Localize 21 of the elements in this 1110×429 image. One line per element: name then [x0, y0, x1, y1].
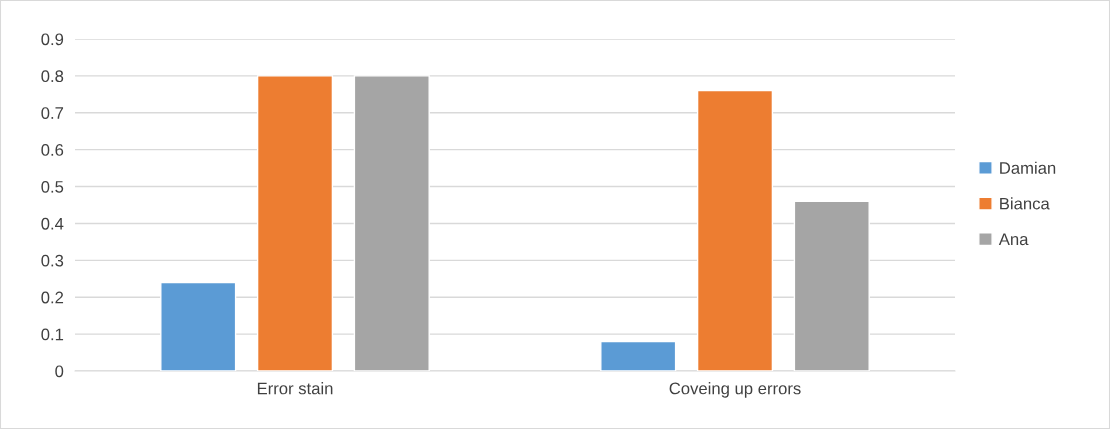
y-tick-label: 0.7	[41, 107, 64, 119]
y-tick-label: 0.1	[41, 328, 64, 341]
y-tick-label: 0.5	[41, 180, 64, 193]
legend-label: Damian	[1000, 161, 1056, 174]
legend-label: Bianca	[1000, 197, 1050, 210]
bar	[256, 75, 334, 371]
y-tick-label: 0.2	[41, 291, 64, 304]
y-tick-label: 0.8	[41, 70, 64, 83]
y-tick-label: 0.3	[41, 254, 64, 267]
y-tick-label: 0.9	[41, 33, 64, 46]
legend-label: Ana	[998, 233, 1029, 246]
y-tick-label: 0.6	[41, 144, 64, 156]
x-tick-label: Error stain	[257, 382, 333, 395]
y-tick-label: 0	[55, 365, 64, 378]
bar	[600, 340, 677, 371]
bar	[696, 89, 774, 371]
bar	[353, 75, 430, 371]
y-tick-label: 0.4	[41, 217, 64, 230]
bar	[160, 281, 237, 371]
bar	[793, 200, 870, 371]
x-tick-label: Coveing up errors	[669, 382, 801, 398]
